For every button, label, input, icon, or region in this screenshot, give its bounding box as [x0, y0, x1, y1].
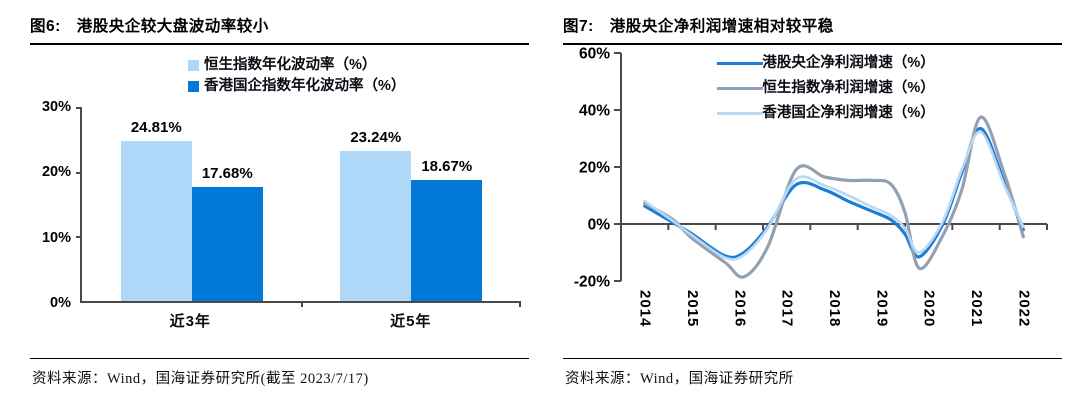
y-axis-tick — [76, 107, 82, 109]
y-tick-label: 10% — [41, 229, 71, 246]
fig6-legend: 恒生指数年化波动率（%） 香港国企指数年化波动率（%） — [188, 55, 405, 97]
figure-6-panel: 图6: 港股央企较大盘波动率较小 恒生指数年化波动率（%） 香港国企指数年化波动率… — [30, 10, 529, 392]
svg-text:2021: 2021 — [968, 290, 985, 327]
legend-item-hsi-volatility: 恒生指数年化波动率（%） — [188, 55, 405, 76]
source-text: 资料来源：Wind，国海证券研究所 — [565, 371, 794, 387]
svg-text:0%: 0% — [588, 217, 611, 234]
svg-text:40%: 40% — [579, 103, 610, 120]
legend-label: 香港国企净利润增速（%） — [762, 105, 935, 121]
bar-group-recent-5y: 23.24% 18.67% — [302, 107, 522, 301]
figure-6-title: 图6: 港股央企较大盘波动率较小 — [30, 10, 529, 45]
figure-7-title: 图7: 港股央企净利润增速相对较平稳 — [563, 10, 1062, 45]
legend-item-hshares-volatility: 香港国企指数年化波动率（%） — [188, 76, 405, 97]
bar-value-label: 24.81% — [130, 118, 182, 136]
legend-label: 恒生指数净利润增速（%） — [762, 80, 935, 96]
figure-6-title-text: 港股央企较大盘波动率较小 — [76, 18, 269, 35]
figure-7-title-text: 港股央企净利润增速相对较平稳 — [609, 18, 834, 35]
svg-text:2014: 2014 — [637, 290, 654, 327]
bar-value-label: 18.67% — [421, 158, 473, 176]
svg-text:60%: 60% — [579, 47, 610, 63]
svg-text:2018: 2018 — [826, 290, 843, 327]
bar-value-label: 17.68% — [201, 164, 253, 182]
y-tick-label: 0% — [50, 295, 71, 311]
svg-text:2019: 2019 — [873, 290, 890, 327]
svg-text:2022: 2022 — [1015, 290, 1032, 327]
svg-text:2016: 2016 — [731, 290, 748, 327]
legend-item-central-soe-growth: 港股央企净利润增速（%） — [716, 51, 935, 76]
legend-item-hsi-growth: 恒生指数净利润增速（%） — [716, 76, 935, 101]
hshares-volatility-swatch-icon — [188, 81, 199, 92]
fig6-chart: 恒生指数年化波动率（%） 香港国企指数年化波动率（%） 30% 20% 10% … — [30, 45, 529, 331]
fig6-source: 资料来源：Wind，国海证券研究所(截至 2023/7/17) — [30, 358, 529, 392]
x-category-label: 近5年 — [390, 313, 432, 330]
svg-text:2015: 2015 — [684, 290, 701, 327]
hsi-volatility-swatch-icon — [188, 60, 199, 71]
fig7-legend: 港股央企净利润增速（%） 恒生指数净利润增速（%） 香港国企净利润增速（%） — [716, 51, 935, 126]
figure-7-panel: 图7: 港股央企净利润增速相对较平稳 港股央企净利润增速（%） 恒生指数净利润增速… — [563, 10, 1062, 392]
y-tick-label: 20% — [41, 164, 71, 181]
x-axis-tick — [519, 301, 521, 307]
svg-text:-20%: -20% — [574, 274, 610, 291]
central-soe-line-swatch-icon — [716, 61, 763, 66]
svg-text:20%: 20% — [579, 160, 610, 177]
legend-label: 恒生指数年化波动率（%） — [204, 57, 377, 73]
hshares-line-swatch-icon — [716, 111, 763, 116]
legend-label: 香港国企指数年化波动率（%） — [204, 78, 406, 94]
x-category-label: 近3年 — [169, 313, 211, 330]
bar-hsi-5y: 23.24% — [340, 129, 412, 301]
y-tick-label: 30% — [41, 99, 71, 115]
x-axis-tick — [300, 301, 303, 307]
legend-item-hshares-growth: 香港国企净利润增速（%） — [716, 101, 935, 126]
bar-hshares-5y: 18.67% — [411, 158, 483, 301]
bar-hshares-3y: 17.68% — [191, 165, 263, 301]
y-axis-tick — [76, 171, 82, 174]
hsi-line-swatch-icon — [716, 86, 763, 91]
fig6-y-axis-labels: 30% 20% 10% 0% — [30, 99, 80, 311]
source-text: 资料来源：Wind，国海证券研究所(截至 2023/7/17) — [32, 371, 369, 387]
bar-group-recent-3y: 24.81% 17.68% — [82, 107, 302, 301]
y-axis-tick — [76, 236, 82, 239]
legend-label: 港股央企净利润增速（%） — [762, 55, 935, 71]
fig7-source: 资料来源：Wind，国海证券研究所 — [563, 358, 1062, 392]
bar-hsi-3y: 24.81% — [120, 119, 192, 301]
figure-6-label: 图6: — [30, 18, 61, 35]
fig7-chart: 港股央企净利润增速（%） 恒生指数净利润增速（%） 香港国企净利润增速（%） -… — [563, 45, 1062, 346]
figure-7-label: 图7: — [563, 18, 594, 35]
svg-text:2020: 2020 — [921, 290, 938, 327]
fig7-plot-area: -20% 0% 20% 40% 60% 2014 2015 2016 2017 2018 2019 2… — [574, 46, 1048, 327]
bar-value-label: 23.24% — [350, 128, 402, 146]
svg-text:2017: 2017 — [779, 290, 796, 327]
fig6-x-axis-labels: 近3年 近5年 — [30, 310, 529, 331]
fig6-plot-area: 24.81% 17.68% 23.24% 18.67% — [76, 107, 522, 307]
